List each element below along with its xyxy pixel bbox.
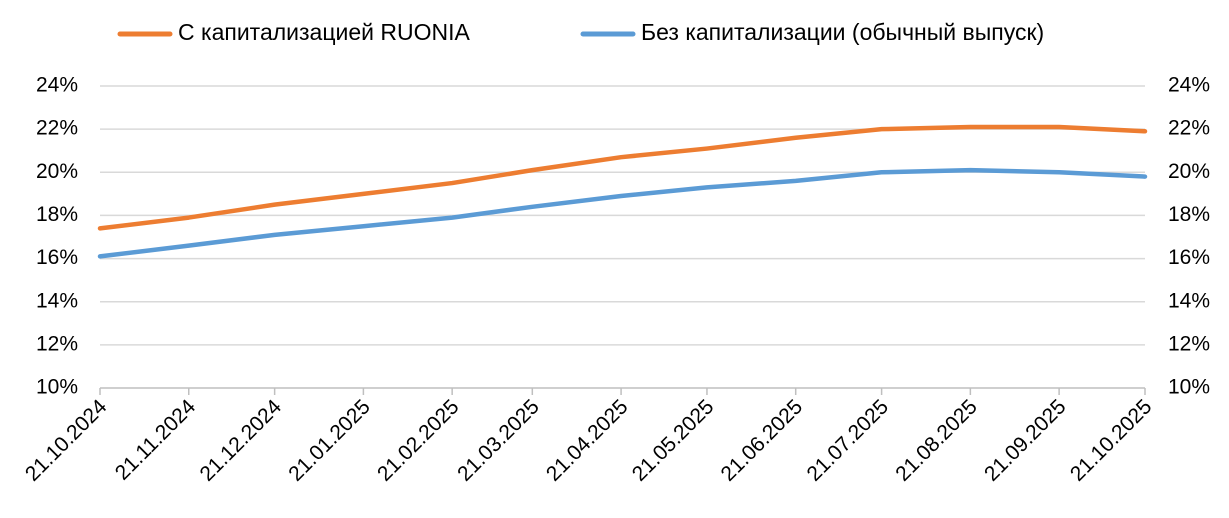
y2-tick-label: 16% bbox=[1168, 246, 1210, 269]
x-tick-label: 21.03.2025 bbox=[453, 395, 544, 486]
legend-label: С капитализацией RUONIA bbox=[178, 19, 470, 45]
y2-tick-label: 24% bbox=[1168, 74, 1210, 97]
x-tick-label: 21.12.2024 bbox=[196, 395, 287, 486]
y-tick-label: 20% bbox=[36, 160, 78, 183]
y-tick-label: 12% bbox=[36, 332, 78, 355]
x-tick-label: 21.09.2025 bbox=[980, 395, 1071, 486]
y-tick-label: 16% bbox=[36, 246, 78, 269]
y2-tick-label: 12% bbox=[1168, 332, 1210, 355]
x-tick-label: 21.01.2025 bbox=[284, 395, 375, 486]
y2-tick-label: 14% bbox=[1168, 289, 1210, 312]
x-tick-label: 21.10.2025 bbox=[1066, 395, 1157, 486]
x-tick-label: 21.10.2024 bbox=[21, 395, 112, 486]
y2-tick-label: 22% bbox=[1168, 117, 1210, 140]
y-tick-label: 18% bbox=[36, 203, 78, 226]
y-tick-label: 10% bbox=[36, 376, 78, 399]
legend-label: Без капитализации (обычный выпуск) bbox=[641, 19, 1044, 45]
y2-tick-label: 10% bbox=[1168, 376, 1210, 399]
x-tick-label: 21.05.2025 bbox=[628, 395, 719, 486]
x-tick-label: 21.06.2025 bbox=[717, 395, 808, 486]
x-tick-label: 21.08.2025 bbox=[891, 395, 982, 486]
x-tick-label: 21.04.2025 bbox=[542, 395, 633, 486]
y-tick-label: 24% bbox=[36, 74, 78, 97]
y-tick-label: 14% bbox=[36, 289, 78, 312]
y2-tick-label: 18% bbox=[1168, 203, 1210, 226]
x-tick-label: 21.02.2025 bbox=[373, 395, 464, 486]
series-line bbox=[97, 167, 1148, 259]
series-line bbox=[97, 124, 1148, 231]
y-tick-label: 22% bbox=[36, 117, 78, 140]
y2-tick-label: 20% bbox=[1168, 160, 1210, 183]
x-tick-label: 21.11.2024 bbox=[111, 395, 201, 485]
x-tick-label: 21.07.2025 bbox=[802, 395, 893, 486]
